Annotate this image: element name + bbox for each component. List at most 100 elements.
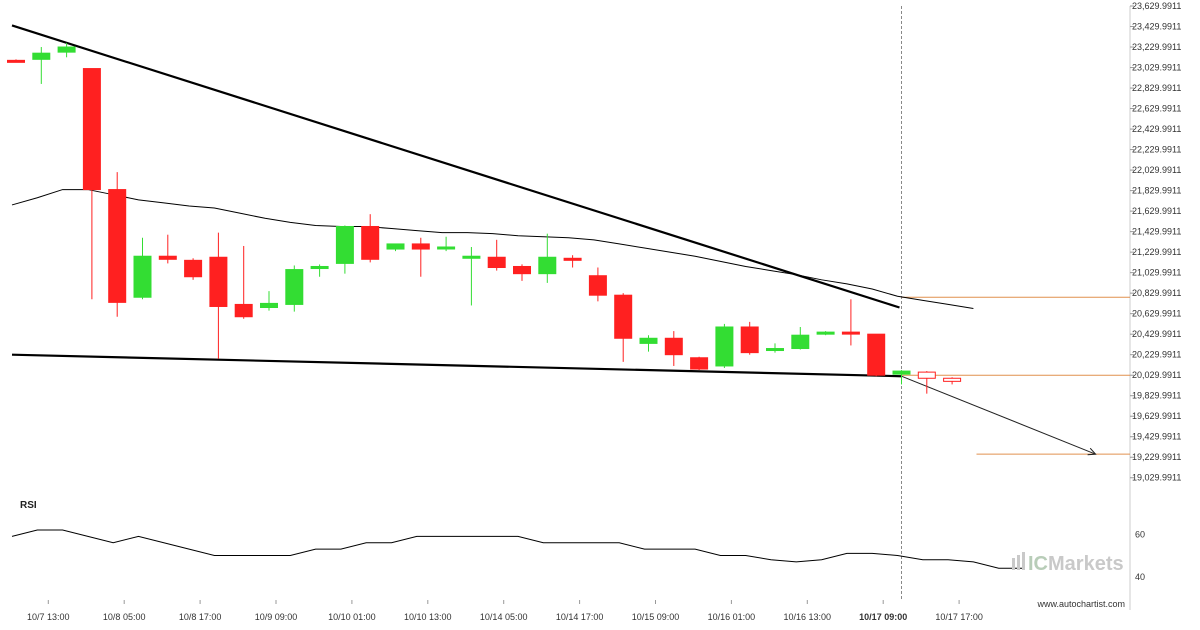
candle-body — [209, 256, 228, 307]
price-tick-label: 19,229.9911 — [1132, 452, 1181, 462]
candle-body — [690, 357, 709, 370]
time-tick-label: 10/7 13:00 — [27, 612, 70, 622]
price-tick-label: 19,029.9911 — [1132, 473, 1181, 483]
candle-body — [867, 333, 886, 376]
candle — [538, 233, 557, 283]
time-tick-label: 10/17 17:00 — [935, 612, 983, 622]
candle — [740, 321, 759, 355]
candle — [943, 377, 962, 385]
candle-body — [715, 326, 734, 367]
time-tick-label: 10/10 01:00 — [328, 612, 376, 622]
candle — [285, 265, 304, 312]
candle-body — [437, 246, 456, 250]
candle-body — [943, 377, 962, 382]
candle-body — [487, 256, 506, 269]
price-tick-label: 21,429.9911 — [1132, 227, 1181, 237]
candle-body — [563, 257, 582, 261]
price-tick-label: 22,229.9911 — [1132, 145, 1181, 155]
rsi-tick-label: 60 — [1135, 529, 1145, 539]
time-tick-label: 10/14 17:00 — [556, 612, 604, 622]
price-tick-label: 21,029.9911 — [1132, 268, 1181, 278]
projection-arrow-line — [901, 375, 1096, 455]
moving-average-line — [11, 189, 974, 310]
candle — [513, 264, 531, 281]
candle-body — [386, 243, 405, 250]
icmarkets-watermark: ICMarkets — [1012, 552, 1124, 575]
candlestick-series — [7, 42, 962, 394]
price-tick-label: 20,029.9911 — [1132, 370, 1181, 380]
price-tick-label: 22,029.9911 — [1132, 165, 1181, 175]
candle-body — [917, 371, 936, 379]
price-tick-label: 22,629.9911 — [1132, 104, 1181, 114]
time-tick-label: 10/16 13:00 — [784, 612, 832, 622]
price-tick-label: 22,429.9911 — [1132, 124, 1181, 134]
price-tick-label: 21,629.9911 — [1132, 206, 1181, 216]
price-tick-label: 23,029.9911 — [1132, 63, 1181, 73]
candle-body — [664, 337, 683, 356]
candle — [386, 243, 405, 252]
candle — [184, 258, 203, 280]
candle — [690, 356, 709, 371]
candle — [260, 291, 278, 311]
candle — [108, 172, 127, 317]
candle-body — [766, 348, 784, 352]
candle — [335, 225, 354, 274]
moving-average-polyline — [11, 189, 974, 310]
time-tick-label: 10/8 05:00 — [103, 612, 146, 622]
candle-body — [184, 259, 203, 278]
price-tick-label: 20,829.9911 — [1132, 288, 1181, 298]
candle — [816, 331, 835, 336]
candle-body — [158, 255, 177, 260]
price-tick-label: 21,229.9911 — [1132, 247, 1181, 257]
time-tick-label: 10/14 05:00 — [480, 612, 528, 622]
candle — [639, 335, 658, 352]
time-tick-label: 10/10 13:00 — [404, 612, 452, 622]
time-tick-label: 10/15 09:00 — [632, 612, 680, 622]
candle — [614, 293, 633, 362]
candle-body — [234, 303, 253, 318]
candle-body — [260, 302, 278, 309]
candle — [791, 326, 810, 350]
candle — [310, 264, 329, 277]
icmarkets-logo-icon — [1012, 552, 1025, 570]
candle — [7, 59, 25, 63]
rsi-line — [11, 529, 1024, 569]
watermark-suffix: Markets — [1048, 553, 1124, 575]
candle-body — [462, 255, 481, 259]
candle — [32, 47, 51, 84]
time-tick-label: 10/8 17:00 — [179, 612, 222, 622]
candle-body — [285, 269, 304, 305]
candle-body — [816, 331, 835, 335]
candle — [766, 343, 784, 353]
candle-body — [133, 255, 152, 298]
candle — [867, 333, 886, 377]
candle — [892, 370, 911, 385]
candle — [209, 232, 228, 359]
candle-body — [513, 265, 531, 275]
candle-body — [892, 370, 911, 375]
candle-body — [82, 68, 101, 191]
lower-trendline — [11, 353, 902, 378]
time-axis-labels: 10/7 13:00 10/8 05:00 10/8 17:00 10/9 09:00… — [27, 612, 983, 622]
candle-body — [588, 275, 607, 296]
candle-body — [538, 256, 557, 275]
rsi-tick-label: 40 — [1135, 572, 1145, 582]
candle — [563, 255, 582, 268]
time-tick-label: 10/16 01:00 — [708, 612, 756, 622]
price-tick-label: 19,829.9911 — [1132, 391, 1181, 401]
candle — [158, 234, 177, 264]
candle-body — [335, 225, 354, 264]
candle-body — [108, 189, 127, 303]
candle — [664, 331, 683, 366]
candle-body — [310, 265, 329, 270]
candle — [82, 68, 101, 300]
candle-body — [614, 294, 633, 339]
candle — [841, 299, 860, 346]
candle — [133, 237, 152, 300]
price-tick-label: 23,229.9911 — [1132, 42, 1181, 52]
price-tick-label: 20,629.9911 — [1132, 309, 1181, 319]
price-tick-label: 20,429.9911 — [1132, 329, 1181, 339]
rsi-title: RSI — [20, 500, 37, 511]
candle — [411, 237, 430, 277]
